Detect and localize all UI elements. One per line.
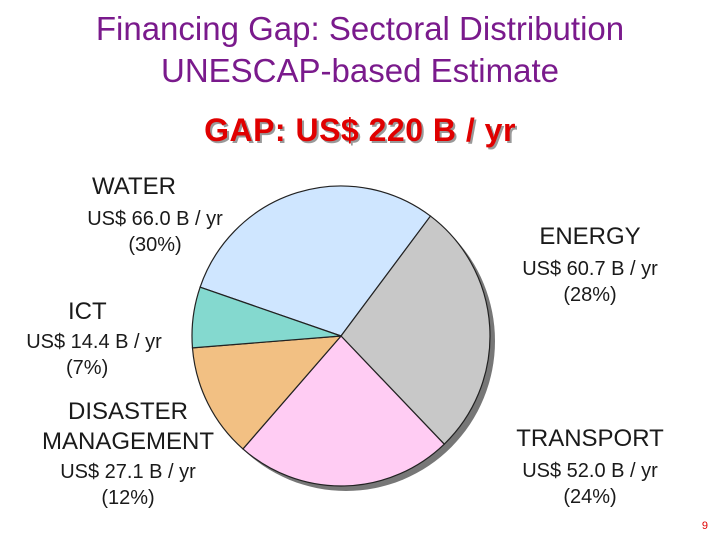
pie-slice-transport (242, 335, 446, 487)
label-water-name: WATER (92, 173, 176, 200)
label-energy: ENERGY US$ 60.7 B / yr (28%) (490, 222, 690, 308)
gap-title: GAP: US$ 220 B / yr (204, 112, 516, 148)
title-line-2: UNESCAP-based Estimate (161, 52, 559, 89)
label-transport-name: TRANSPORT (516, 425, 664, 452)
label-water-value: US$ 66.0 B / yr (87, 208, 223, 230)
label-transport-pct: (24%) (563, 486, 617, 508)
page-number: 9 (701, 520, 708, 532)
label-water: WATER US$ 66.0 B / yr (30%) (60, 172, 250, 258)
pie-slice-water (199, 185, 432, 337)
chart-title: Financing Gap: Sectoral Distribution UNE… (0, 8, 720, 92)
label-ict-pct: (7%) (66, 357, 109, 379)
label-disaster-name-line2: MANAGEMENT (41, 428, 214, 455)
label-disaster-value: US$ 27.1 B / yr (60, 461, 196, 483)
label-energy-name: ENERGY (539, 223, 641, 250)
title-line-1: Financing Gap: Sectoral Distribution (95, 10, 625, 47)
label-energy-pct: (28%) (563, 284, 617, 306)
pie-slice-energy (340, 215, 491, 446)
pie-slice-disaster-management (191, 335, 343, 450)
label-ict-value: US$ 14.4 B / yr (26, 331, 162, 353)
label-ict: ICT US$ 14.4 B / yr (7%) (4, 297, 184, 381)
label-energy-value: US$ 60.7 B / yr (522, 258, 658, 280)
label-transport: TRANSPORT US$ 52.0 B / yr (24%) (490, 424, 690, 510)
label-disaster-pct: (12%) (101, 487, 155, 509)
label-disaster: DISASTER MANAGEMENT US$ 27.1 B / yr (12%… (28, 397, 228, 511)
label-disaster-name-line1: DISASTER (67, 398, 189, 425)
label-water-pct: (30%) (128, 234, 182, 256)
pie-slices (191, 185, 491, 487)
pie-slice-ict (191, 286, 342, 349)
label-ict-name: ICT (68, 298, 107, 325)
label-transport-value: US$ 52.0 B / yr (522, 460, 658, 482)
